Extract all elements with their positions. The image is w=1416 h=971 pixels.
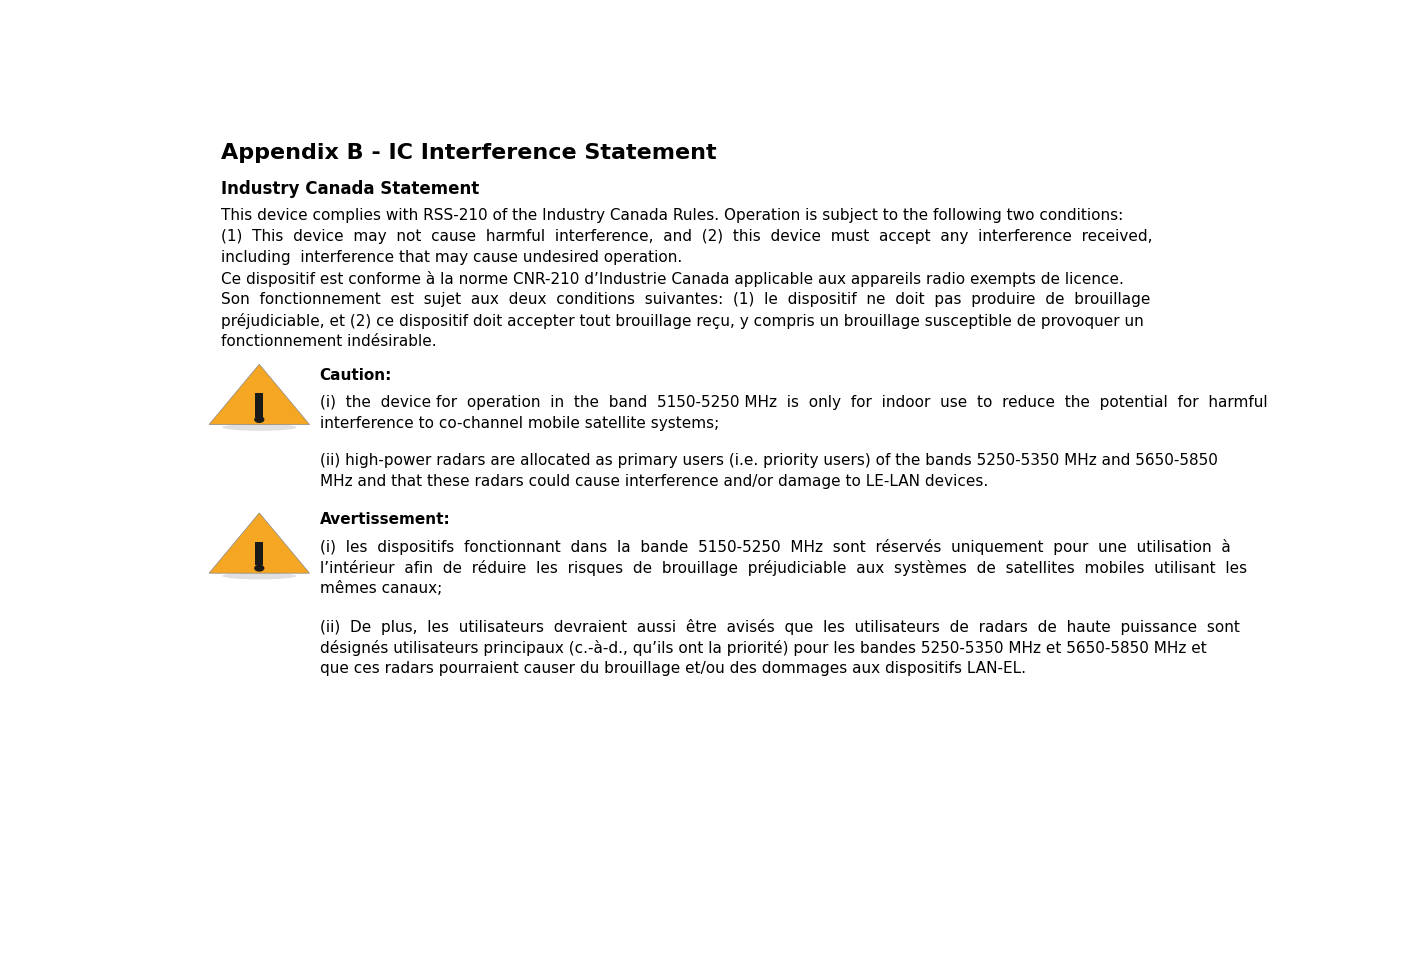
Text: Avertissement:: Avertissement:: [320, 512, 450, 527]
Text: mêmes canaux;: mêmes canaux;: [320, 581, 442, 596]
Text: Ce dispositif est conforme à la norme CNR-210 d’Industrie Canada applicable aux : Ce dispositif est conforme à la norme CN…: [221, 271, 1124, 287]
Text: désignés utilisateurs principaux (c.-à-d., qu’ils ont la priorité) pour les band: désignés utilisateurs principaux (c.-à-d…: [320, 640, 1206, 655]
Text: fonctionnement indésirable.: fonctionnement indésirable.: [221, 334, 436, 350]
Bar: [255, 542, 263, 565]
Text: que ces radars pourraient causer du brouillage et/ou des dommages aux dispositif: que ces radars pourraient causer du brou…: [320, 660, 1025, 676]
Text: préjudiciable, et (2) ce dispositif doit accepter tout brouillage reçu, y compri: préjudiciable, et (2) ce dispositif doit…: [221, 314, 1144, 329]
Polygon shape: [210, 364, 310, 424]
Text: Appendix B - IC Interference Statement: Appendix B - IC Interference Statement: [221, 143, 716, 163]
Text: This device complies with RSS-210 of the Industry Canada Rules. Operation is sub: This device complies with RSS-210 of the…: [221, 209, 1123, 223]
Text: Industry Canada Statement: Industry Canada Statement: [221, 180, 479, 198]
Ellipse shape: [222, 423, 296, 431]
Text: (i)  les  dispositifs  fonctionnant  dans  la  bande  5150-5250  MHz  sont  rése: (i) les dispositifs fonctionnant dans la…: [320, 539, 1231, 555]
Text: (ii) high-power radars are allocated as primary users (i.e. priority users) of t: (ii) high-power radars are allocated as …: [320, 453, 1218, 468]
Circle shape: [253, 416, 265, 423]
Text: MHz and that these radars could cause interference and/or damage to LE-LAN devic: MHz and that these radars could cause in…: [320, 475, 988, 489]
Text: (ii)  De  plus,  les  utilisateurs  devraient  aussi  être  avisés  que  les  ut: (ii) De plus, les utilisateurs devraient…: [320, 619, 1239, 635]
Text: (1)  This  device  may  not  cause  harmful  interference,  and  (2)  this  devi: (1) This device may not cause harmful in…: [221, 229, 1153, 245]
Text: Caution:: Caution:: [320, 368, 392, 383]
Text: (i)  the  device for  operation  in  the  band  5150-5250 MHz  is  only  for  in: (i) the device for operation in the band…: [320, 395, 1267, 410]
Text: Son  fonctionnement  est  sujet  aux  deux  conditions  suivantes:  (1)  le  dis: Son fonctionnement est sujet aux deux co…: [221, 292, 1150, 307]
Circle shape: [253, 565, 265, 572]
Ellipse shape: [222, 573, 296, 580]
Text: including  interference that may cause undesired operation.: including interference that may cause un…: [221, 251, 683, 265]
Polygon shape: [210, 513, 310, 573]
Text: interference to co-channel mobile satellite systems;: interference to co-channel mobile satell…: [320, 416, 719, 431]
Text: l’intérieur  afin  de  réduire  les  risques  de  brouillage  préjudiciable  aux: l’intérieur afin de réduire les risques …: [320, 560, 1246, 576]
Bar: [255, 393, 263, 417]
